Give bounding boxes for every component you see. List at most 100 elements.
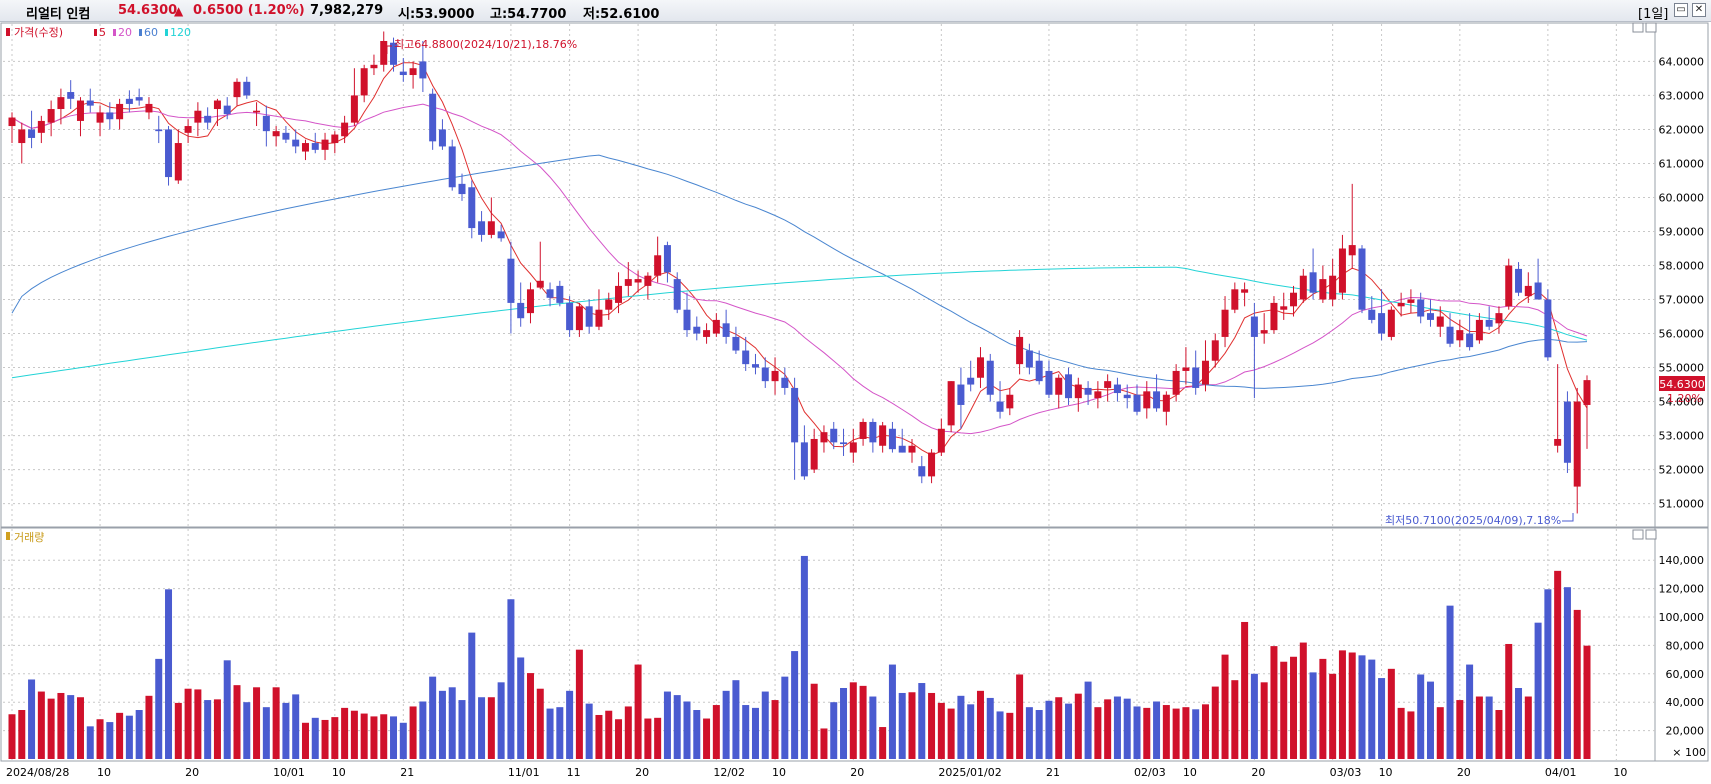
- volume-bar: [830, 702, 838, 759]
- volume-bar: [634, 664, 642, 759]
- candle-body: [194, 110, 202, 123]
- volume-tick-label: 80,000: [1666, 639, 1705, 652]
- candle-body: [67, 92, 75, 99]
- high-price: 고:54.7700: [490, 7, 567, 22]
- volume-bar: [526, 673, 534, 759]
- candle-body: [1123, 394, 1131, 399]
- price-tick-label: 52.0000: [1659, 464, 1705, 477]
- volume-bar: [360, 713, 368, 759]
- candle-body: [791, 387, 799, 443]
- price-tick-label: 62.0000: [1659, 123, 1705, 136]
- volume-bar: [507, 599, 515, 759]
- pane-minimize-icon[interactable]: [1632, 22, 1644, 33]
- open-price: 시:53.9000: [398, 7, 475, 22]
- candle-body: [301, 143, 309, 152]
- date-tick-label: 20: [1457, 766, 1471, 779]
- candle-body: [1182, 367, 1190, 371]
- date-tick-label: 12/02: [713, 766, 745, 779]
- volume-bar: [732, 680, 740, 759]
- window-restore-icon[interactable]: ▭: [1674, 3, 1688, 17]
- candle-body: [742, 350, 750, 365]
- volume-bar: [556, 707, 564, 759]
- candle-body: [1006, 394, 1014, 409]
- candle-body: [57, 97, 65, 110]
- volume-bar: [869, 696, 877, 759]
- volume-bar: [1358, 655, 1366, 759]
- candle-body: [898, 445, 906, 453]
- candle-body: [810, 438, 818, 470]
- volume-bar: [37, 691, 45, 759]
- candle-body: [429, 93, 437, 142]
- candle-body: [751, 364, 759, 368]
- candle-body: [918, 466, 926, 477]
- candle-body: [370, 64, 378, 69]
- candle-body: [1192, 367, 1200, 388]
- volume-bar: [1475, 696, 1483, 759]
- pane-maximize-icon[interactable]: [1645, 22, 1657, 33]
- candle-body: [605, 299, 613, 310]
- period-selector[interactable]: [1일]: [1638, 7, 1669, 22]
- volume-bar: [370, 716, 378, 759]
- volume-pane-maximize-icon[interactable]: [1645, 529, 1657, 540]
- low-annotation-arrow: [1562, 513, 1574, 522]
- candle-body: [468, 187, 476, 229]
- volume-bar: [908, 692, 916, 759]
- volume-tick-label: 20,000: [1666, 725, 1705, 738]
- volume-bar: [791, 651, 799, 759]
- volume-bar: [76, 697, 84, 759]
- candle-body: [1153, 391, 1161, 409]
- volume-bar: [986, 697, 994, 759]
- volume-bar: [751, 707, 759, 759]
- volume-bar: [1426, 681, 1434, 759]
- up-arrow-icon: ▲: [174, 4, 184, 18]
- candle-body: [478, 221, 486, 235]
- volume-bar: [703, 718, 711, 759]
- candle-body: [1348, 245, 1356, 256]
- volume-bar: [1153, 701, 1161, 759]
- date-tick-label: 2025/01/02: [938, 766, 1001, 779]
- candle-body: [311, 143, 319, 150]
- volume-bar: [693, 710, 701, 759]
- candle-body: [184, 126, 192, 133]
- candle-body: [1045, 370, 1053, 395]
- volume-bar: [849, 682, 857, 759]
- close-icon[interactable]: ✕: [1692, 3, 1706, 17]
- candle-body: [693, 326, 701, 334]
- volume-bar: [996, 711, 1004, 759]
- volume-pane-minimize-icon[interactable]: [1632, 529, 1644, 540]
- volume-bar: [1201, 704, 1209, 759]
- volume-bar: [341, 707, 349, 759]
- volume-bar: [145, 695, 153, 759]
- legend-ma-label: 120: [170, 26, 191, 39]
- volume-bar: [937, 702, 945, 759]
- volume-bar: [1338, 650, 1346, 759]
- volume-bar: [1446, 605, 1454, 759]
- volume-bar: [116, 712, 124, 759]
- volume-bar: [28, 679, 36, 759]
- last-price-box: [1659, 376, 1705, 391]
- candle-body: [1104, 381, 1112, 388]
- candle-body: [341, 122, 349, 137]
- candle-body: [986, 360, 994, 395]
- candle-body: [800, 442, 808, 477]
- candlestick-chart: 51.0000 52.0000 53.0000 54.0000 55.0000 56.00…: [0, 22, 1709, 779]
- date-tick-label: 02/03: [1134, 766, 1166, 779]
- volume-bar: [1280, 661, 1288, 759]
- candle-body: [165, 129, 173, 178]
- candle-body: [8, 117, 16, 127]
- candle-body: [1446, 326, 1454, 344]
- price-tick-label: 55.0000: [1659, 362, 1705, 375]
- price-tick-label: 54.0000: [1659, 396, 1705, 409]
- candle-body: [1554, 438, 1562, 446]
- candle-body: [1035, 360, 1043, 382]
- candle-body: [145, 103, 153, 113]
- candle-body: [996, 401, 1004, 412]
- volume-bar: [8, 714, 16, 759]
- candle-body: [204, 115, 212, 123]
- volume-bar: [194, 689, 202, 759]
- candle-body: [732, 336, 740, 351]
- candle-body: [526, 289, 534, 314]
- volume-bar: [1182, 707, 1190, 759]
- candle-body: [419, 61, 427, 79]
- volume-bar: [1378, 678, 1386, 759]
